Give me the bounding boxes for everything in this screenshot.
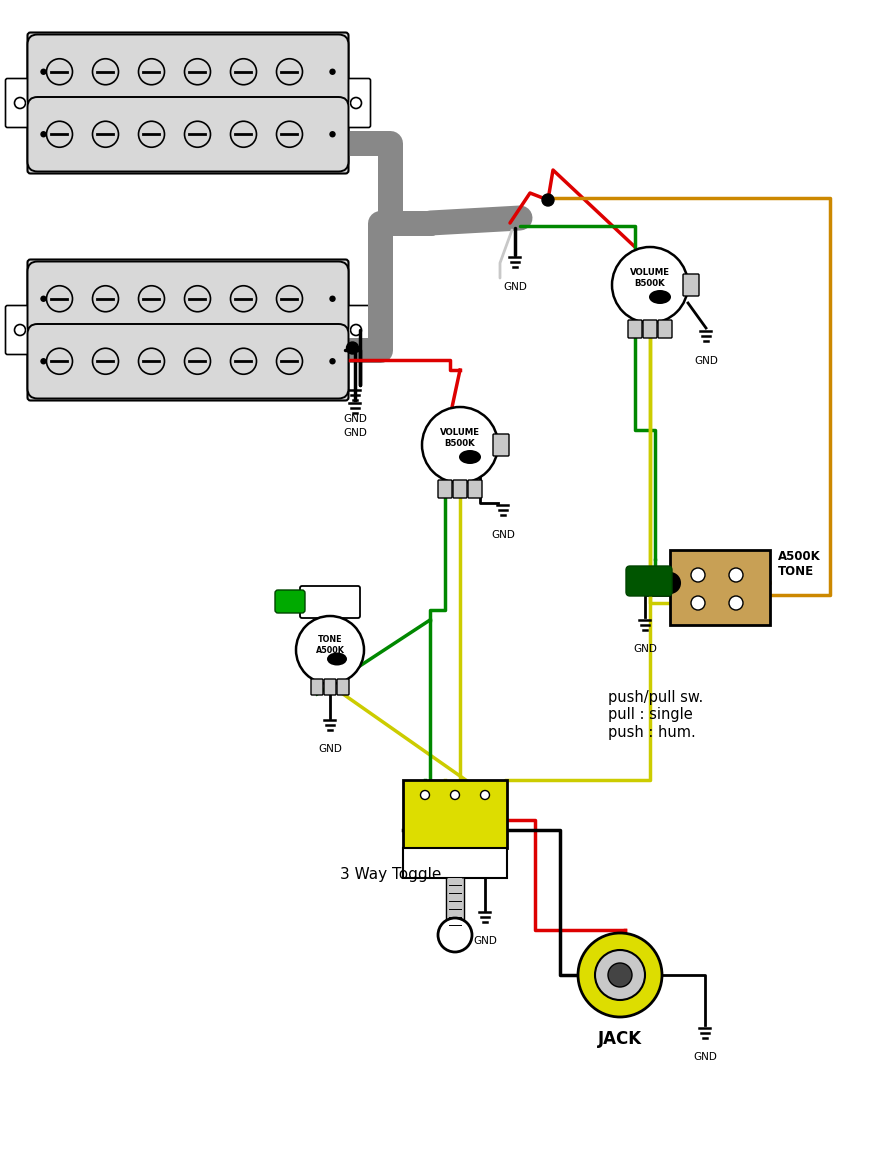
Circle shape [138, 59, 164, 85]
Bar [402, 848, 507, 878]
Circle shape [15, 324, 25, 336]
Circle shape [184, 286, 210, 311]
Circle shape [92, 286, 118, 311]
FancyBboxPatch shape [5, 306, 35, 355]
Circle shape [184, 348, 210, 375]
FancyBboxPatch shape [28, 34, 348, 109]
FancyBboxPatch shape [28, 262, 348, 336]
Text: GND: GND [490, 530, 514, 540]
Circle shape [480, 791, 489, 800]
FancyBboxPatch shape [310, 679, 322, 695]
Circle shape [690, 596, 704, 610]
FancyBboxPatch shape [342, 78, 370, 128]
Circle shape [346, 342, 358, 354]
Circle shape [577, 933, 661, 1017]
Text: VOLUME
B500K: VOLUME B500K [440, 429, 480, 448]
Text: VOLUME
B500K: VOLUME B500K [629, 269, 669, 287]
Circle shape [41, 358, 46, 364]
FancyBboxPatch shape [5, 78, 35, 128]
Circle shape [276, 59, 302, 85]
FancyBboxPatch shape [453, 480, 467, 498]
Circle shape [329, 358, 335, 364]
Circle shape [437, 918, 472, 953]
FancyBboxPatch shape [323, 679, 335, 695]
Circle shape [276, 122, 302, 147]
Circle shape [46, 286, 72, 311]
Circle shape [329, 296, 335, 301]
Circle shape [184, 122, 210, 147]
Circle shape [541, 194, 554, 206]
Circle shape [690, 568, 704, 583]
FancyBboxPatch shape [437, 480, 452, 498]
Circle shape [138, 348, 164, 375]
FancyBboxPatch shape [468, 480, 481, 498]
Circle shape [276, 348, 302, 375]
FancyBboxPatch shape [300, 586, 360, 618]
Circle shape [184, 59, 210, 85]
Text: 3 Way Toggle: 3 Way Toggle [340, 867, 441, 882]
Ellipse shape [327, 653, 347, 665]
FancyBboxPatch shape [682, 273, 698, 296]
Circle shape [450, 791, 459, 800]
FancyBboxPatch shape [28, 260, 348, 401]
Circle shape [594, 950, 644, 1000]
Ellipse shape [648, 290, 670, 304]
Circle shape [420, 791, 429, 800]
Circle shape [607, 963, 631, 987]
Circle shape [41, 69, 46, 75]
Circle shape [46, 122, 72, 147]
Circle shape [138, 286, 164, 311]
FancyBboxPatch shape [28, 32, 348, 173]
Circle shape [46, 348, 72, 375]
Circle shape [15, 98, 25, 108]
Circle shape [329, 132, 335, 137]
FancyBboxPatch shape [275, 589, 305, 614]
Text: GND: GND [318, 745, 342, 755]
Bar [669, 550, 769, 625]
Circle shape [92, 59, 118, 85]
Circle shape [230, 348, 256, 375]
Circle shape [728, 596, 742, 610]
FancyBboxPatch shape [28, 324, 348, 399]
FancyBboxPatch shape [626, 566, 671, 596]
Text: GND: GND [473, 936, 496, 947]
Ellipse shape [459, 450, 481, 464]
FancyBboxPatch shape [342, 306, 370, 355]
Text: TONE
A500K: TONE A500K [315, 635, 344, 655]
Circle shape [421, 407, 497, 483]
Circle shape [350, 98, 362, 108]
Circle shape [230, 122, 256, 147]
FancyBboxPatch shape [627, 321, 641, 338]
Circle shape [41, 132, 46, 137]
Circle shape [92, 122, 118, 147]
Circle shape [46, 59, 72, 85]
Bar [402, 780, 507, 848]
Text: GND: GND [693, 1052, 716, 1063]
Text: GND: GND [342, 415, 367, 424]
Circle shape [41, 296, 46, 301]
FancyBboxPatch shape [336, 679, 348, 695]
Circle shape [230, 59, 256, 85]
Circle shape [350, 324, 362, 336]
FancyBboxPatch shape [642, 321, 656, 338]
Text: GND: GND [693, 355, 717, 365]
Circle shape [276, 286, 302, 311]
Text: GND: GND [502, 282, 527, 292]
FancyBboxPatch shape [28, 97, 348, 171]
Text: GND: GND [342, 427, 367, 438]
FancyBboxPatch shape [493, 434, 508, 456]
Circle shape [230, 286, 256, 311]
FancyBboxPatch shape [657, 321, 671, 338]
Circle shape [138, 122, 164, 147]
Text: A500K
TONE: A500K TONE [777, 550, 819, 578]
Text: GND: GND [633, 645, 656, 655]
Text: JACK: JACK [597, 1030, 641, 1048]
Circle shape [611, 247, 687, 323]
Text: push/pull sw.
pull : single
push : hum.: push/pull sw. pull : single push : hum. [607, 691, 702, 740]
Circle shape [329, 69, 335, 75]
Circle shape [728, 568, 742, 583]
Circle shape [295, 616, 363, 684]
Circle shape [660, 573, 680, 593]
Circle shape [92, 348, 118, 375]
